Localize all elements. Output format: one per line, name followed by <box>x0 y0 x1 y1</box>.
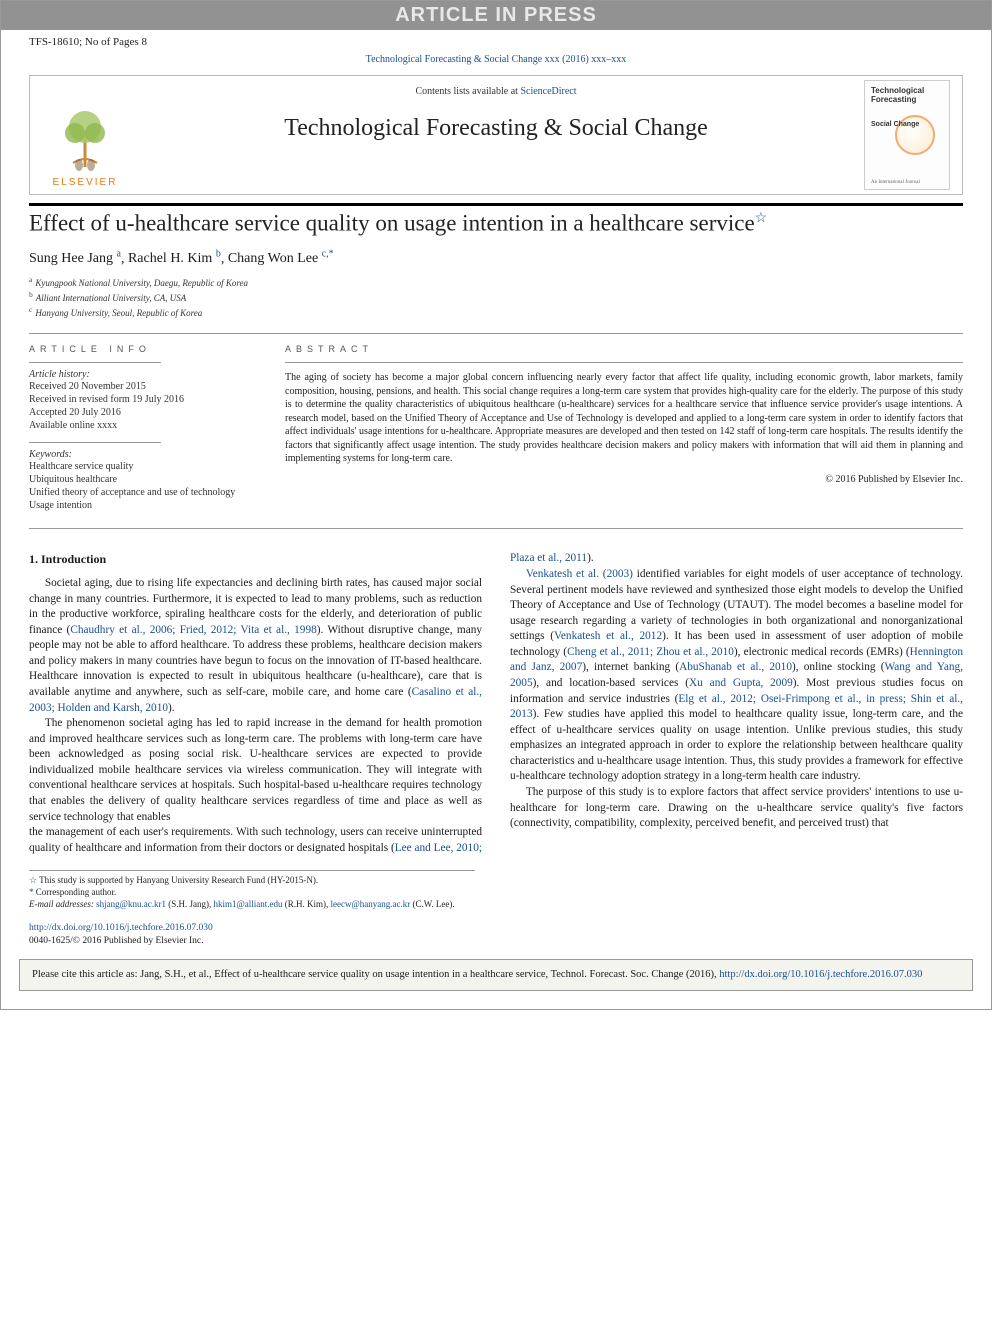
abstract-text: The aging of society has become a major … <box>285 371 963 466</box>
affiliation: bAlliant International University, CA, U… <box>29 290 963 305</box>
email-label: E-mail addresses: <box>29 899 94 909</box>
issn-copyright: 0040-1625/© 2016 Published by Elsevier I… <box>29 935 963 947</box>
affiliation: cHanyang University, Seoul, Republic of … <box>29 305 963 320</box>
elsevier-tree-icon <box>55 105 115 175</box>
author: Sung Hee Jang a <box>29 251 121 266</box>
keywords-label: Keywords: <box>29 449 249 460</box>
journal-cover: Technological Forecasting Social Change … <box>852 76 962 194</box>
text-run: ). <box>587 552 594 564</box>
cite-text: Please cite this article as: Jang, S.H.,… <box>32 969 719 980</box>
para: The purpose of this study is to explore … <box>510 785 963 832</box>
please-cite-box: Please cite this article as: Jang, S.H.,… <box>19 959 973 991</box>
citation-link[interactable]: Chaudhry et al., 2006; Fried, 2012; Vita… <box>70 624 316 636</box>
author: Rachel H. Kim b <box>128 251 221 266</box>
journal-header: ELSEVIER Contents lists available at Sci… <box>29 75 963 195</box>
history-item: Accepted 20 July 2016 <box>29 406 249 419</box>
section-heading: 1. Introduction <box>29 551 482 568</box>
doi-link[interactable]: http://dx.doi.org/10.1016/j.techfore.201… <box>29 923 213 933</box>
article-title: Effect of u-healthcare service quality o… <box>29 210 963 237</box>
publisher-name: ELSEVIER <box>53 177 118 188</box>
aff-label: c <box>29 305 32 314</box>
publisher-logo: ELSEVIER <box>30 76 140 194</box>
citation-link[interactable]: Venkatesh et al., 2012 <box>554 630 662 642</box>
citation-link[interactable]: Xu and Gupta, 2009 <box>689 677 793 689</box>
para: Venkatesh et al. (2003) identified varia… <box>510 567 963 785</box>
email-link[interactable]: leecw@hanyang.ac.kr <box>330 899 410 909</box>
email-link[interactable]: hkim1@alliant.edu <box>213 899 282 909</box>
citation-link[interactable]: Cheng et al., 2011; Zhou et al., 2010 <box>567 646 734 658</box>
email-who: (C.W. Lee). <box>412 899 454 909</box>
cover-subtitle: An International Journal <box>871 180 943 185</box>
journal-title: Technological Forecasting & Social Chang… <box>144 115 848 142</box>
sciencedirect-link[interactable]: ScienceDirect <box>520 86 576 97</box>
article-info-column: ARTICLE INFO Article history: Received 2… <box>29 344 249 512</box>
text-run: ). Few studies have applied this model t… <box>510 708 963 782</box>
article-body: 1. Introduction Societal aging, due to r… <box>29 551 963 856</box>
abstract-column: ABSTRACT The aging of society has become… <box>285 344 963 512</box>
history-label: Article history: <box>29 369 249 380</box>
email-link[interactable]: shjang@knu.ac.kr1 <box>96 899 166 909</box>
header-rule <box>29 203 963 206</box>
author-aff-mark[interactable]: c,* <box>322 249 334 260</box>
citation-link[interactable]: Venkatesh et al. (2003) <box>526 568 633 580</box>
text-run: ), internet banking ( <box>582 661 679 673</box>
footnotes: ☆ This study is supported by Hanyang Uni… <box>29 870 475 910</box>
author-list: Sung Hee Jang a, Rachel H. Kim b, Chang … <box>29 249 963 268</box>
para: The phenomenon societal aging has led to… <box>29 716 482 825</box>
author-name: Chang Won Lee <box>228 251 318 266</box>
running-citation: Technological Forecasting & Social Chang… <box>1 50 991 75</box>
history-item: Received 20 November 2015 <box>29 380 249 393</box>
author-name: Rachel H. Kim <box>128 251 212 266</box>
contents-prefix: Contents lists available at <box>415 86 520 97</box>
aff-text: Hanyang University, Seoul, Republic of K… <box>35 308 202 318</box>
text-run: ), and location-based services ( <box>533 677 689 689</box>
history-item: Available online xxxx <box>29 419 249 432</box>
email-who: (S.H. Jang) <box>168 899 209 909</box>
text-run: ). <box>168 702 175 714</box>
affiliation: aKyungpook National University, Daegu, R… <box>29 275 963 290</box>
keyword: Ubiquitous healthcare <box>29 473 249 486</box>
keyword: Healthcare service quality <box>29 460 249 473</box>
author-name: Sung Hee Jang <box>29 251 113 266</box>
funding-note: ☆ This study is supported by Hanyang Uni… <box>29 875 475 887</box>
email-who: (R.H. Kim) <box>285 899 326 909</box>
text-run: ), electronic medical records (EMRs) ( <box>734 646 910 658</box>
aff-label: b <box>29 290 33 299</box>
aff-text: Alliant International University, CA, US… <box>36 293 187 303</box>
history-item: Received in revised form 19 July 2016 <box>29 393 249 406</box>
cover-line1: Technological Forecasting <box>871 86 924 104</box>
citation-link[interactable]: AbuShanab et al., 2010 <box>679 661 792 673</box>
doi-link[interactable]: http://dx.doi.org/10.1016/j.techfore.201… <box>719 969 922 980</box>
text-run: ), online stocking ( <box>792 661 885 673</box>
author-aff-mark[interactable]: a <box>117 249 121 260</box>
doi-block: http://dx.doi.org/10.1016/j.techfore.201… <box>29 922 963 947</box>
in-press-banner: ARTICLE IN PRESS <box>1 1 991 30</box>
para: Societal aging, due to rising life expec… <box>29 576 482 716</box>
email-line: E-mail addresses: shjang@knu.ac.kr1 (S.H… <box>29 899 475 911</box>
funding-text: This study is supported by Hanyang Unive… <box>39 875 318 885</box>
aff-label: a <box>29 275 32 284</box>
abstract-copyright: © 2016 Published by Elsevier Inc. <box>285 474 963 485</box>
corresponding-note: * Corresponding author. <box>29 887 475 899</box>
contents-available-line: Contents lists available at ScienceDirec… <box>144 86 848 97</box>
author-aff-mark[interactable]: b <box>216 249 221 260</box>
corr-text: Corresponding author. <box>36 887 117 897</box>
title-footnote-mark[interactable]: ☆ <box>755 211 768 226</box>
author: Chang Won Lee c,* <box>228 251 334 266</box>
cover-line2: Social Change <box>871 121 919 128</box>
document-id: TFS-18610; No of Pages 8 <box>1 30 991 50</box>
keyword: Unified theory of acceptance and use of … <box>29 486 249 499</box>
title-text: Effect of u-healthcare service quality o… <box>29 211 755 236</box>
affiliations: aKyungpook National University, Daegu, R… <box>29 275 963 319</box>
aff-text: Kyungpook National University, Daegu, Re… <box>35 278 248 288</box>
abstract-heading: ABSTRACT <box>285 344 963 354</box>
article-info-heading: ARTICLE INFO <box>29 344 249 354</box>
keyword: Usage intention <box>29 499 249 512</box>
